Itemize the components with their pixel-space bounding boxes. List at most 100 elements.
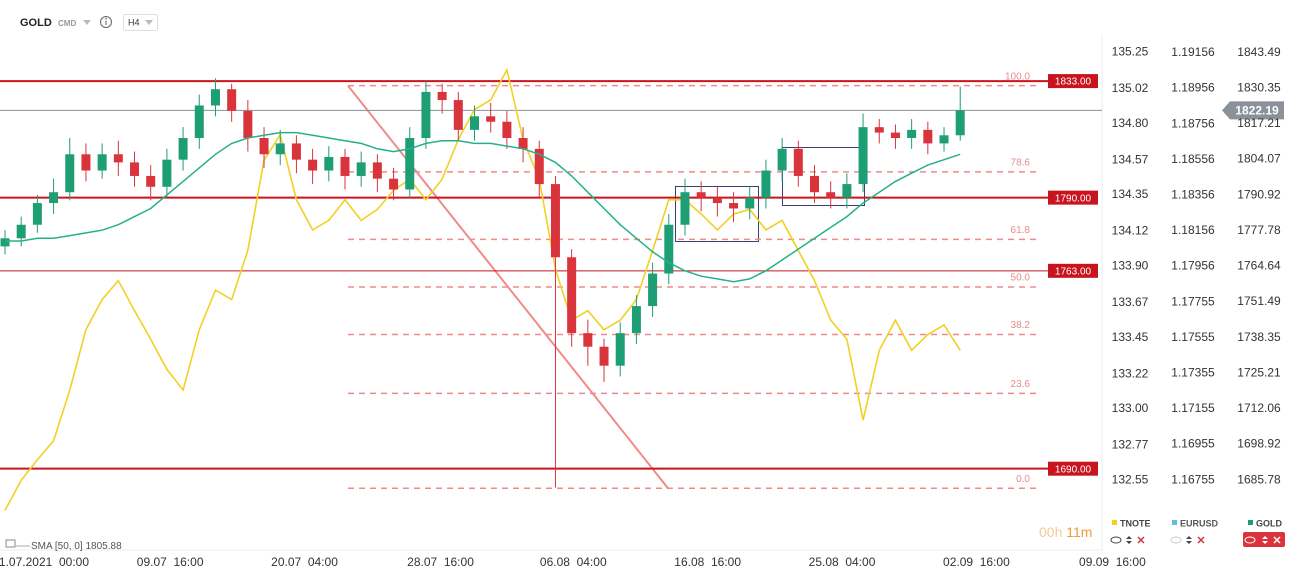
tnote-tick-label: 135.02	[1112, 81, 1149, 95]
candle-body	[65, 154, 75, 193]
gold-tick-label: 1751.49	[1237, 294, 1281, 308]
remove-series[interactable]	[1273, 536, 1281, 544]
instrument-class: CMD	[58, 19, 76, 28]
candle-body	[502, 121, 512, 138]
legend-label[interactable]: EURUSD	[1180, 518, 1219, 528]
candle-body	[810, 175, 819, 193]
countdown: 00h 11m	[1039, 524, 1092, 540]
remove-series[interactable]	[1197, 536, 1205, 544]
candle-body	[421, 91, 431, 138]
tnote-tick-label: 133.45	[1112, 330, 1149, 344]
candle-body	[550, 184, 560, 258]
tnote-tick-label: 133.00	[1112, 401, 1149, 415]
eurusd-tick-label: 1.16755	[1171, 472, 1215, 486]
level-label: 1833.00	[1055, 77, 1092, 88]
visibility-toggle[interactable]	[1244, 536, 1256, 544]
candle-body	[631, 306, 641, 334]
legend-label[interactable]: TNOTE	[1120, 518, 1151, 528]
tnote-tick-label: 132.55	[1112, 472, 1149, 486]
order-toggle[interactable]	[1126, 536, 1132, 544]
legend-swatch	[1112, 520, 1117, 525]
info-icon[interactable]	[100, 16, 112, 28]
candle-body	[49, 192, 59, 204]
level-label: 1763.00	[1055, 266, 1092, 277]
legend-swatch	[1172, 520, 1177, 525]
candle-body	[453, 100, 463, 130]
candle-body	[890, 132, 900, 138]
candle-body	[664, 224, 674, 274]
level-tag	[1048, 74, 1098, 89]
gold-tick-label: 1712.06	[1237, 401, 1281, 415]
candle-body	[405, 138, 415, 190]
symbol[interactable]: GOLD	[20, 17, 52, 29]
eurusd-tick-label: 1.17555	[1171, 330, 1215, 344]
timeframe-box[interactable]	[123, 14, 158, 31]
candle-body	[162, 159, 172, 187]
indicator-icon[interactable]	[5, 539, 16, 548]
candle-body	[340, 156, 350, 176]
visibility-toggle[interactable]	[1170, 536, 1182, 544]
gold-tick-label: 1843.49	[1237, 45, 1281, 59]
tnote-tick-label: 133.90	[1112, 259, 1149, 273]
plot-area	[0, 67, 1102, 511]
symbol-dropdown[interactable]	[83, 20, 91, 25]
candle-body	[615, 333, 625, 366]
candle-body	[291, 143, 301, 160]
fib-label: 100.0	[1005, 71, 1030, 82]
candle-body	[583, 333, 593, 347]
info-icon-dot	[105, 17, 107, 20]
remove-series[interactable]	[1137, 536, 1145, 544]
candle-body	[534, 148, 544, 185]
legend: TNOTE EURUSD GOLD	[1110, 518, 1285, 547]
gold-tick-label: 1698.92	[1237, 437, 1281, 451]
level-label: 1690.00	[1055, 464, 1092, 475]
gold-tick-label: 1804.07	[1237, 152, 1281, 166]
sma-info: SMA [50, 0] 1805.88	[31, 541, 122, 552]
candle-body	[599, 346, 609, 366]
x-tick-label: 20.07 04:00	[271, 555, 338, 569]
eurusd-tick-label: 1.16955	[1171, 437, 1215, 451]
candle-body	[178, 138, 188, 160]
legend-control-box[interactable]	[1243, 532, 1285, 547]
visibility-toggle[interactable]	[1110, 536, 1122, 544]
gold-tick-label: 1764.64	[1237, 259, 1281, 273]
tnote-tick-label: 133.22	[1112, 366, 1149, 380]
candle-body	[0, 238, 10, 247]
candle-body	[518, 138, 528, 149]
eurusd-tick-label: 1.18756	[1171, 116, 1215, 130]
candle-body	[858, 127, 868, 185]
eurusd-tick-label: 1.18156	[1171, 223, 1215, 237]
candle-body	[81, 154, 91, 171]
level-label: 1790.00	[1055, 193, 1092, 204]
timeframe-dropdown[interactable]	[145, 20, 153, 25]
candle-body	[470, 116, 480, 130]
candle-body	[372, 162, 382, 179]
candle-body	[793, 148, 803, 176]
gold-tick-label: 1725.21	[1237, 365, 1281, 379]
candle-body	[437, 91, 447, 101]
tnote-tick-label: 134.57	[1112, 152, 1149, 166]
tnote-tick-label: 134.12	[1112, 224, 1149, 238]
legend-label[interactable]: GOLD	[1256, 518, 1282, 528]
x-tick-label: 09.09 16:00	[1079, 555, 1146, 569]
order-toggle[interactable]	[1186, 536, 1192, 544]
eurusd-tick-label: 1.19156	[1171, 45, 1215, 59]
fib-label: 38.2	[1011, 320, 1031, 331]
tnote-tick-label: 134.80	[1112, 116, 1149, 130]
fib-label: 78.6	[1011, 158, 1031, 169]
candle-body	[16, 224, 26, 239]
tnote-tick-label: 134.35	[1112, 187, 1149, 201]
x-tick-label: 09.07 16:00	[137, 555, 204, 569]
candle-body	[243, 110, 253, 138]
gold-tick-label: 1738.35	[1237, 330, 1281, 344]
candle-body	[939, 135, 949, 144]
fib-label: 0.0	[1016, 474, 1030, 485]
candle-body	[308, 159, 318, 171]
candle-body	[712, 197, 722, 204]
eurusd-tick-label: 1.17155	[1171, 401, 1215, 415]
candle-body	[97, 154, 107, 171]
gold-tick-label: 1777.78	[1237, 223, 1281, 237]
order-toggle[interactable]	[1262, 536, 1268, 544]
overlay: 100.0 78.6 61.8 50.0 38.2 23.6 0.0 1833.00 1790.…	[1005, 71, 1284, 485]
candle-body	[826, 192, 836, 198]
